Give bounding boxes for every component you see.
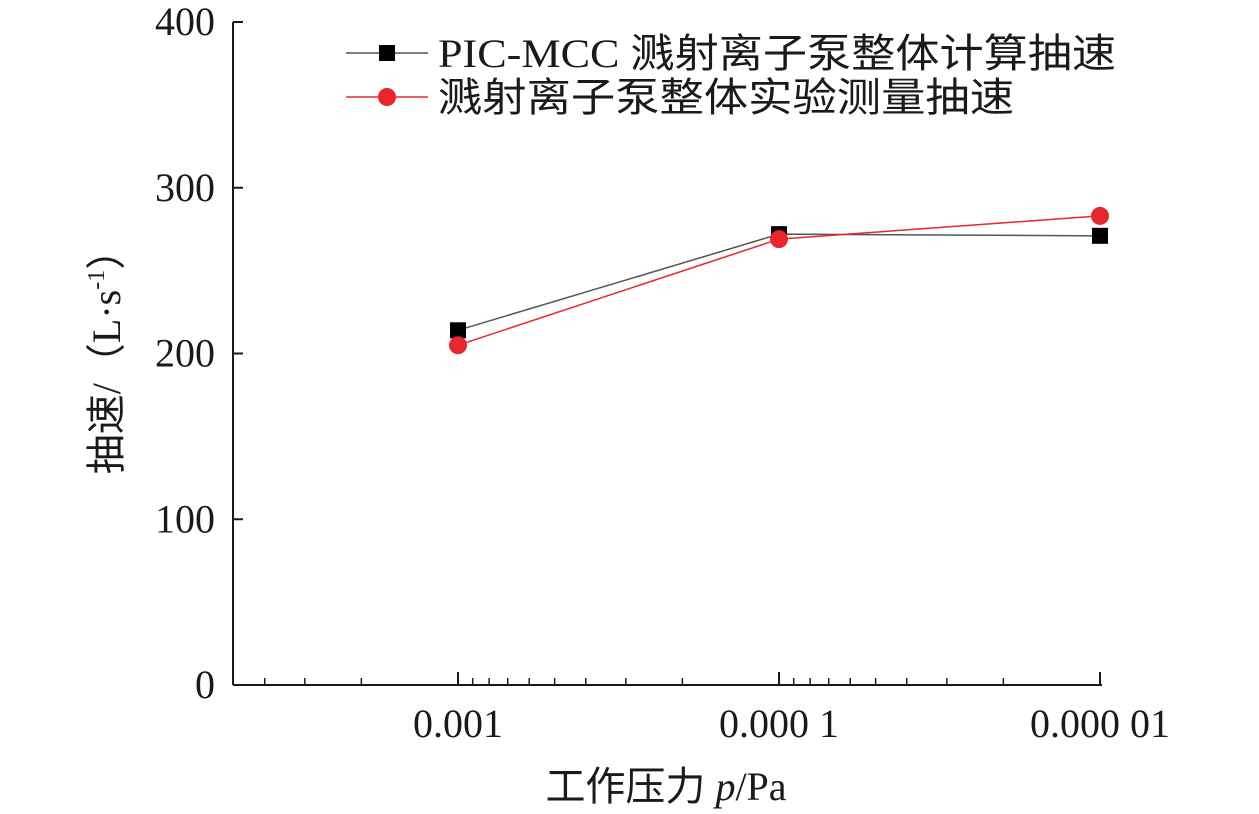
- x-ticks: 0.001 0.000 1 0.000 01: [263, 672, 1170, 746]
- x-tick-label: 0.001: [413, 701, 503, 746]
- data-point-square: [1092, 227, 1108, 244]
- y-tick-label: 100: [155, 496, 215, 541]
- y-axis-label: 抽速/（L·s-1）: [84, 230, 129, 474]
- legend-label: PIC-MCC 溅射离子泵整体计算抽速: [438, 31, 1116, 76]
- y-tick-label: 200: [155, 331, 215, 376]
- x-tick-label: 0.000 1: [719, 701, 839, 746]
- legend-label: 溅射离子泵整体实验测量抽速: [438, 75, 1014, 120]
- data-point-circle: [1091, 206, 1109, 225]
- y-tick-label: 400: [155, 0, 215, 44]
- data-point-circle: [770, 230, 788, 249]
- x-axis-label: 工作压力 p/Pa: [545, 764, 786, 809]
- series-line: [457, 233, 1101, 332]
- axes: [232, 22, 1102, 686]
- y-tick-label: 0: [195, 662, 215, 707]
- data-point-circle: [449, 336, 467, 355]
- x-tick-label: 0.000 01: [1030, 701, 1170, 746]
- y-ticks: 0 100 200 300 400: [155, 0, 243, 707]
- y-tick-label: 300: [155, 165, 215, 210]
- data-point-square: [450, 322, 466, 339]
- legend-marker-square: [379, 45, 395, 61]
- series-layer: [449, 206, 1109, 355]
- series-2: [449, 206, 1109, 355]
- legend-marker-circle: [378, 88, 396, 106]
